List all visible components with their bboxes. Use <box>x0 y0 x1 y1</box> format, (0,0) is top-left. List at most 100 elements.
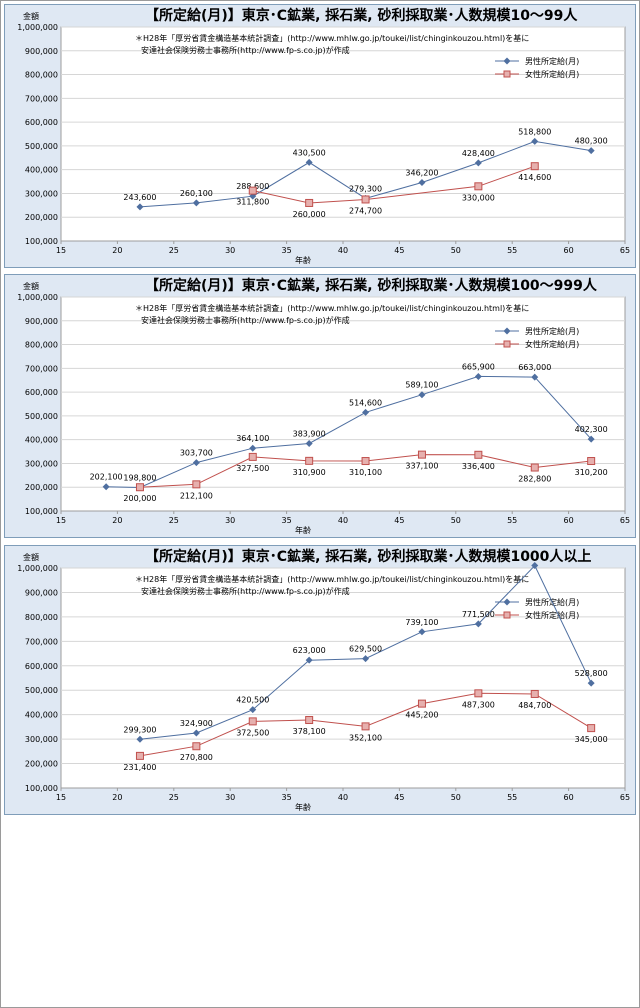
x-tick-label: 15 <box>56 246 66 255</box>
data-label: 299,300 <box>123 725 156 734</box>
source-note-line2: 安達社会保険労務士事務所(http://www.fp-s.co.jp)が作成 <box>141 45 350 55</box>
x-tick-label: 55 <box>507 246 517 255</box>
data-label: 352,100 <box>349 733 382 742</box>
data-label: 372,500 <box>236 728 269 737</box>
data-point <box>474 450 483 459</box>
data-point <box>587 457 596 466</box>
data-label: 310,900 <box>293 468 326 477</box>
x-tick-label: 35 <box>282 246 292 255</box>
data-label: 327,500 <box>236 464 269 473</box>
y-tick-label: 1,000,000 <box>17 293 58 302</box>
x-tick-label: 30 <box>225 246 235 255</box>
source-note-line1: ＊H28年「厚労省賃金構造基本統計調査」(http://www.mhlw.go.… <box>135 574 529 584</box>
data-label: 200,000 <box>123 494 156 503</box>
data-point <box>305 198 314 207</box>
x-tick-label: 40 <box>338 246 348 255</box>
series-female <box>135 689 596 760</box>
data-point <box>474 372 482 380</box>
data-label: 310,200 <box>575 468 608 477</box>
y-tick-label: 200,000 <box>25 760 58 769</box>
x-tick-label: 20 <box>112 516 122 525</box>
data-label: 336,400 <box>462 462 495 471</box>
data-point <box>361 195 370 204</box>
legend-entry: 男性所定給(月) <box>525 56 579 66</box>
data-point <box>418 391 426 399</box>
data-point <box>362 655 370 663</box>
data-label: 430,500 <box>293 148 326 157</box>
y-tick-label: 600,000 <box>25 662 58 671</box>
x-tick-label: 50 <box>451 793 461 802</box>
y-tick-label: 800,000 <box>25 341 58 350</box>
chart-title: 【所定給(月)】東京･C鉱業, 採石業, 砂利採取業･人数規模10～99人 <box>145 7 578 24</box>
data-label: 428,400 <box>462 149 495 158</box>
data-label: 202,100 <box>90 473 123 482</box>
data-point <box>587 435 595 443</box>
data-point <box>474 182 483 191</box>
x-tick-label: 45 <box>394 516 404 525</box>
data-point <box>136 735 144 743</box>
y-axis-label: 金額 <box>23 552 39 562</box>
x-tick-label: 40 <box>338 516 348 525</box>
series-line <box>106 375 592 489</box>
x-tick-label: 15 <box>56 793 66 802</box>
y-tick-label: 900,000 <box>25 588 58 597</box>
data-label: 487,300 <box>462 700 495 709</box>
data-point <box>361 457 370 466</box>
x-tick-label: 65 <box>620 516 630 525</box>
legend-marker-diamond <box>503 327 511 335</box>
data-label: 663,000 <box>518 363 551 372</box>
data-label: 270,800 <box>180 753 213 762</box>
x-tick-label: 65 <box>620 793 630 802</box>
data-label: 420,500 <box>236 696 269 705</box>
data-point <box>587 724 596 733</box>
plot-area <box>60 26 626 242</box>
data-label: 514,600 <box>349 398 382 407</box>
legend-marker-square <box>503 340 511 348</box>
x-axis-label: 年齢 <box>295 255 311 265</box>
data-point <box>417 450 426 459</box>
source-note-line1: ＊H28年「厚労省賃金構造基本統計調査」(http://www.mhlw.go.… <box>135 303 529 313</box>
y-tick-label: 1,000,000 <box>17 23 58 32</box>
y-tick-label: 800,000 <box>25 613 58 622</box>
data-point <box>135 483 144 492</box>
data-point <box>102 483 110 491</box>
data-label: 346,200 <box>405 168 438 177</box>
data-label: 279,300 <box>349 184 382 193</box>
data-label: 310,100 <box>349 468 382 477</box>
x-tick-label: 25 <box>169 246 179 255</box>
y-tick-label: 100,000 <box>25 507 58 516</box>
data-point <box>192 742 201 751</box>
data-point <box>587 679 595 687</box>
source-note-line1: ＊H28年「厚労省賃金構造基本統計調査」(http://www.mhlw.go.… <box>135 33 529 43</box>
legend-marker-diamond <box>503 57 511 65</box>
chart-panel-2: 100,000 200,000 300,000 400,000 500,000 600,0… <box>4 274 636 538</box>
data-point <box>531 373 539 381</box>
y-tick-label: 500,000 <box>25 142 58 151</box>
x-axis-label: 年齢 <box>295 525 311 535</box>
y-tick-label: 1,000,000 <box>17 564 58 573</box>
series-male <box>136 562 595 743</box>
data-label: 445,200 <box>405 711 438 720</box>
data-point <box>248 717 257 726</box>
legend-marker-square <box>503 611 511 619</box>
series-female <box>135 450 596 492</box>
x-tick-label: 20 <box>112 793 122 802</box>
x-tick-label: 35 <box>282 793 292 802</box>
y-tick-label: 400,000 <box>25 436 58 445</box>
data-label: 589,100 <box>405 381 438 390</box>
data-label: 337,100 <box>405 462 438 471</box>
chart-svg-2: 100,000 200,000 300,000 400,000 500,000 600,0… <box>17 277 630 535</box>
data-point <box>248 186 257 195</box>
legend-entry: 女性所定給(月) <box>525 610 579 620</box>
y-tick-label: 200,000 <box>25 213 58 222</box>
y-tick-label: 800,000 <box>25 71 58 80</box>
x-tick-label: 40 <box>338 793 348 802</box>
data-point <box>587 147 595 155</box>
data-label: 665,900 <box>462 362 495 371</box>
x-tick-label: 30 <box>225 516 235 525</box>
y-tick-label: 200,000 <box>25 483 58 492</box>
x-tick-label: 35 <box>282 516 292 525</box>
data-label: 364,100 <box>236 434 269 443</box>
data-label: 212,100 <box>180 491 213 500</box>
data-point <box>530 463 539 472</box>
